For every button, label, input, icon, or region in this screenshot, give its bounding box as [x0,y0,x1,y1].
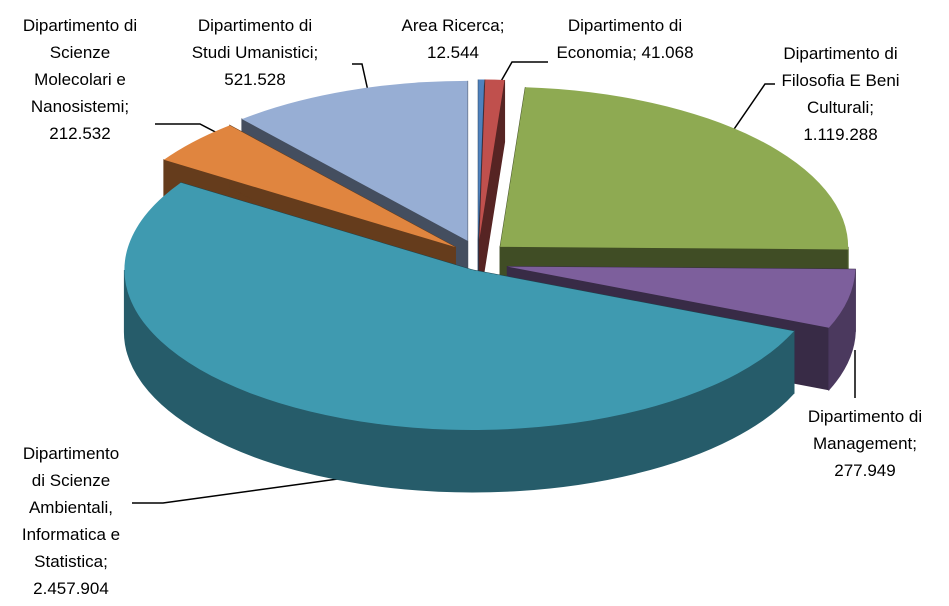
data-label: Area Ricerca; 12.544 [393,12,513,66]
value-label: 521.528 [224,70,286,89]
category-label: Dipartimento di Studi Umanistici; [191,16,319,62]
slice [500,87,849,250]
value-label: 41.068 [641,43,694,62]
category-label: Dipartimento di Filosofia E Beni Cultura… [781,44,900,117]
category-label: Dipartimento di Management; [807,407,923,453]
category-label: Dipartimento di Economia; [556,16,683,62]
value-label: 212.532 [49,124,111,143]
data-label: Dipartimento di Scienze Ambientali, Info… [15,440,127,602]
slice [478,79,485,240]
value-label: 277.949 [834,461,896,480]
category-label: Dipartimento di Scienze Molecolari e Nan… [22,16,138,116]
data-label: Dipartimento di Economia; 41.068 [540,12,710,66]
category-label: Area Ricerca; [401,16,505,35]
data-label: Dipartimento di Filosofia E Beni Cultura… [768,40,913,148]
slice [507,266,856,328]
data-label: Dipartimento di Scienze Molecolari e Nan… [15,12,145,147]
data-label: Dipartimento di Studi Umanistici; 521.52… [180,12,330,93]
data-label: Dipartimento di Management; 277.949 [790,403,940,484]
slice [479,79,505,240]
value-label: 2.457.904 [33,579,109,598]
value-label: 1.119.288 [803,125,878,144]
leader-line [132,477,346,504]
category-label: Dipartimento di Scienze Ambientali, Info… [21,444,121,571]
leader-line [729,83,775,136]
value-label: 12.544 [427,43,479,62]
slice [163,125,456,248]
slice [241,80,468,241]
slice [124,182,794,430]
